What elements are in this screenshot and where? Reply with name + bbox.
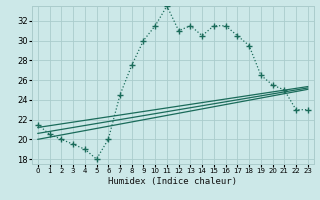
X-axis label: Humidex (Indice chaleur): Humidex (Indice chaleur): [108, 177, 237, 186]
